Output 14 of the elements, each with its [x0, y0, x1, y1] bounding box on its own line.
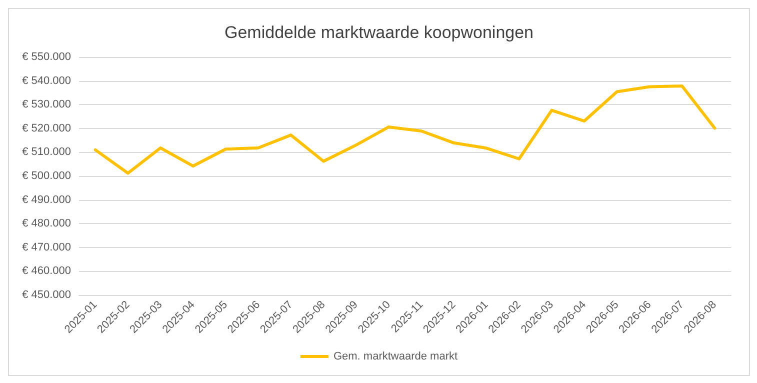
- y-tick-label: € 550.000: [22, 51, 71, 63]
- y-tick-label: € 490.000: [22, 194, 71, 206]
- y-tick-label: € 530.000: [22, 98, 71, 111]
- y-tick-label: € 450.000: [22, 289, 71, 301]
- y-tick-label: € 520.000: [22, 122, 71, 134]
- y-tick-label: € 540.000: [22, 74, 71, 87]
- y-tick-label: € 470.000: [22, 241, 71, 254]
- y-tick-label: € 500.000: [22, 170, 71, 182]
- y-tick-label: € 460.000: [22, 265, 71, 278]
- y-tick-label: € 510.000: [22, 146, 71, 158]
- y-tick-label: € 480.000: [22, 218, 71, 230]
- line-series: [94, 84, 716, 175]
- legend-label: Gem. marktwaarde markt: [333, 350, 458, 362]
- chart-title: Gemiddelde marktwaarde koopwoningen: [224, 23, 534, 42]
